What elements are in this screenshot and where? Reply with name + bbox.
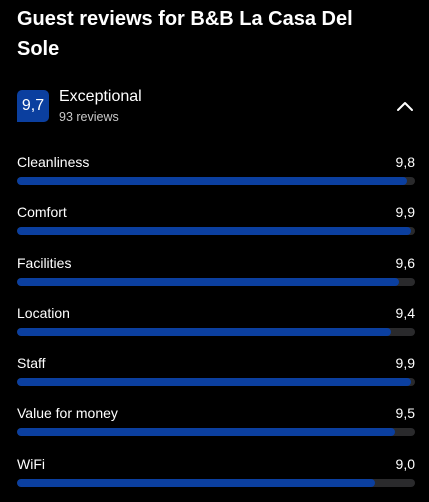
category-score: 9,4 [395, 304, 415, 321]
category-label: Value for money [17, 405, 118, 422]
score-bar-track [17, 277, 415, 286]
score-bar-track [17, 378, 415, 387]
score-bar-fill [17, 478, 376, 487]
score-bar-fill [17, 227, 412, 236]
score-bar-track [17, 478, 415, 487]
category-row: Cleanliness 9,8 [17, 150, 415, 200]
category-score: 9,8 [395, 154, 415, 170]
category-score: 9,9 [395, 204, 415, 221]
category-score: 9,5 [395, 405, 415, 422]
collapse-button[interactable] [395, 96, 415, 116]
score-bar-fill [17, 378, 412, 387]
score-bar-track [17, 428, 415, 437]
category-score: 9,6 [395, 254, 415, 271]
page-title: Guest reviews for B&B La Casa Del Sole [17, 8, 353, 60]
score-bar-fill [17, 428, 396, 437]
category-label: Facilities [17, 254, 72, 271]
chevron-up-icon [397, 102, 413, 111]
category-row: Facilities 9,6 [17, 251, 415, 301]
category-label: WiFi [17, 455, 45, 472]
score-bar-fill [17, 177, 408, 185]
overall-score-badge: 9,7 [17, 90, 49, 122]
score-bar-track [17, 227, 415, 236]
category-score: 9,9 [395, 355, 415, 372]
category-label: Comfort [17, 204, 67, 221]
category-row: Staff 9,9 [17, 351, 415, 401]
score-bar-fill [17, 277, 400, 286]
score-bar-track [17, 177, 415, 185]
review-summary[interactable]: 9,7 Exceptional 93 reviews [17, 88, 415, 128]
rating-word: Exceptional [59, 88, 142, 105]
category-label: Staff [17, 355, 46, 372]
category-label: Location [17, 304, 70, 321]
category-row: Location 9,4 [17, 301, 415, 351]
category-score: 9,0 [395, 455, 415, 472]
category-row: WiFi 9,0 [17, 452, 415, 502]
category-scores: Cleanliness 9,8 Comfort 9,9 Facilities 9… [17, 150, 415, 502]
score-bar-fill [17, 327, 392, 336]
score-bar-track [17, 327, 415, 336]
category-label: Cleanliness [17, 154, 90, 170]
review-count: 93 reviews [59, 110, 119, 124]
category-row: Comfort 9,9 [17, 200, 415, 250]
category-row: Value for money 9,5 [17, 401, 415, 451]
